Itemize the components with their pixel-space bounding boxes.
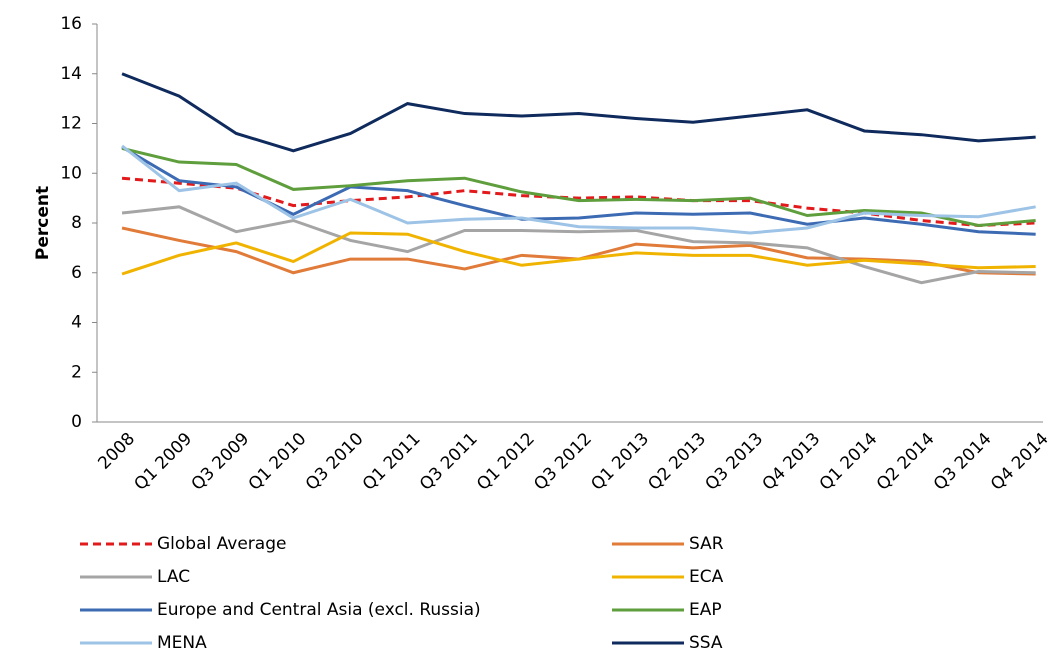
- y-tick-label: 4: [71, 313, 82, 333]
- y-tick-label: 16: [60, 14, 82, 34]
- legend-label: Europe and Central Asia (excl. Russia): [157, 600, 481, 620]
- series-line: [121, 231, 1036, 276]
- x-tick-label: 2008: [94, 429, 139, 474]
- x-tick-label: Q1 2014: [816, 429, 882, 495]
- x-tick-label: Q1 2011: [359, 429, 425, 495]
- y-tick-label: 10: [60, 163, 82, 183]
- x-tick-label: Q1 2013: [587, 429, 653, 495]
- x-tick-label: Q1 2010: [245, 429, 311, 495]
- x-tick-label: Q1 2009: [131, 429, 197, 495]
- legend-label: SAR: [689, 534, 724, 554]
- legend-label: EAP: [689, 600, 722, 620]
- x-tick-label: Q2 2013: [644, 429, 710, 495]
- series-line: [121, 145, 1036, 236]
- series-line: [121, 72, 1036, 153]
- x-tick-label: Q3 2011: [416, 429, 482, 495]
- x-tick-label: Q3 2010: [302, 429, 368, 495]
- series-line: [121, 144, 1036, 235]
- x-tick-label: Q3 2009: [188, 429, 254, 495]
- y-tick-label: 12: [60, 114, 82, 134]
- series-line: [121, 176, 1036, 227]
- y-tick-label: 8: [71, 213, 82, 233]
- x-tick-label: Q3 2012: [530, 429, 596, 495]
- x-tick-label: Q4 2013: [759, 429, 825, 495]
- legend-label: Global Average: [157, 534, 286, 554]
- x-tick-label: Q4 2014: [987, 429, 1053, 495]
- y-axis-label: Percent: [33, 186, 53, 260]
- y-tick-label: 14: [60, 64, 82, 84]
- x-tick-label: Q3 2014: [930, 429, 996, 495]
- y-tick-label: 2: [71, 362, 82, 382]
- x-tick-label: Q3 2013: [702, 429, 768, 495]
- series-line: [121, 205, 1036, 285]
- y-tick-label: 0: [71, 412, 82, 432]
- legend-label: SSA: [689, 633, 723, 653]
- x-tick-label: Q2 2014: [873, 429, 939, 495]
- series-line: [121, 146, 1036, 228]
- x-tick-label: Q1 2012: [473, 429, 539, 495]
- legend-label: ECA: [689, 567, 724, 587]
- y-tick-label: 6: [71, 263, 82, 283]
- legend-label: LAC: [157, 567, 190, 587]
- legend-label: MENA: [157, 633, 207, 653]
